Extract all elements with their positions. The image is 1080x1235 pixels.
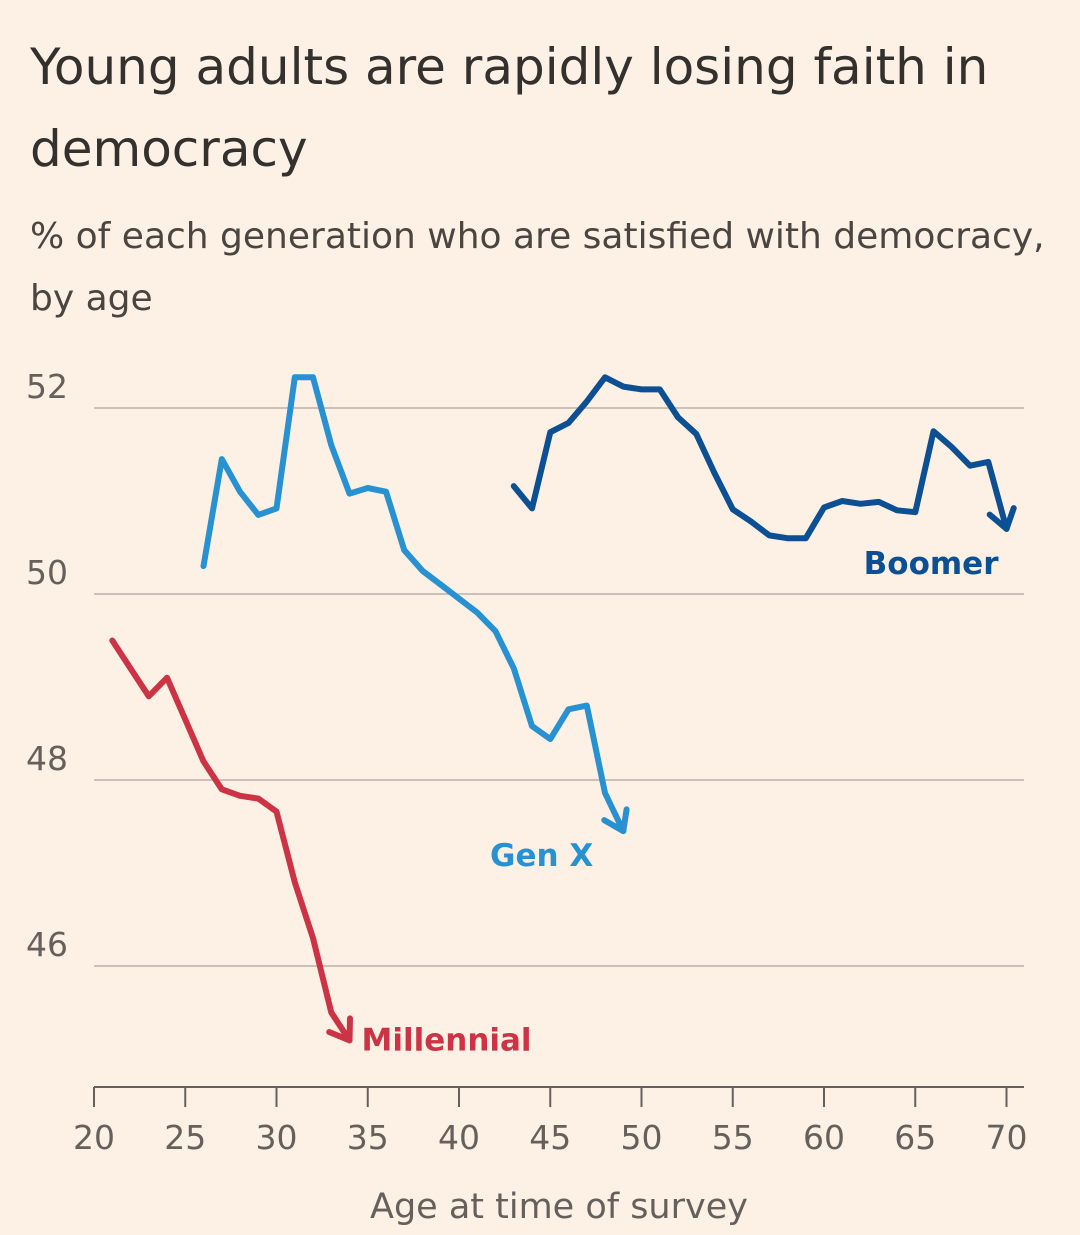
series-arrow-gen-x: [601, 806, 630, 835]
series-lines: [109, 374, 1017, 1044]
y-tick-label-46: 46: [26, 925, 68, 964]
x-tick-label-40: 40: [438, 1118, 480, 1157]
series-line-boomer: [510, 374, 1010, 542]
y-tick-label-52: 52: [26, 367, 68, 406]
y-tick-label-48: 48: [26, 739, 68, 778]
y-tick-label-50: 50: [26, 553, 68, 592]
chart-title: Young adults are rapidly losing faith in…: [30, 38, 989, 178]
x-axis-title: Age at time of survey: [370, 1187, 748, 1227]
y-axis-ticks: 46 48 50 52: [26, 367, 68, 964]
x-axis: 20 25 30 35 40 45 50 55 60 65 70: [73, 1086, 1028, 1157]
series-label-boomer: Boomer: [864, 546, 1000, 582]
x-tick-label-50: 50: [621, 1118, 663, 1157]
series-line-millennial: [109, 637, 353, 1044]
x-tick-label-55: 55: [712, 1118, 754, 1157]
x-tick-label-30: 30: [256, 1118, 298, 1157]
chart-subtitle: % of each generation who are satisfied w…: [30, 216, 1045, 319]
series-label-millennial: Millennial: [362, 1022, 532, 1058]
x-tick-label-60: 60: [803, 1118, 845, 1157]
series-label-gen-x: Gen X: [490, 838, 593, 874]
x-tick-label-45: 45: [529, 1118, 571, 1157]
x-tick-label-20: 20: [73, 1118, 115, 1157]
gridlines: [94, 407, 1024, 967]
series-labels: Millennial Gen X Boomer: [362, 546, 1000, 1059]
x-tick-label-35: 35: [347, 1118, 389, 1157]
x-tick-label-25: 25: [164, 1118, 206, 1157]
series-line-gen-x: [200, 374, 627, 835]
series-arrow-millennial: [326, 1015, 353, 1044]
x-tick-label-65: 65: [894, 1118, 936, 1157]
series-arrow-boomer: [986, 505, 1017, 532]
x-tick-label-70: 70: [986, 1118, 1028, 1157]
